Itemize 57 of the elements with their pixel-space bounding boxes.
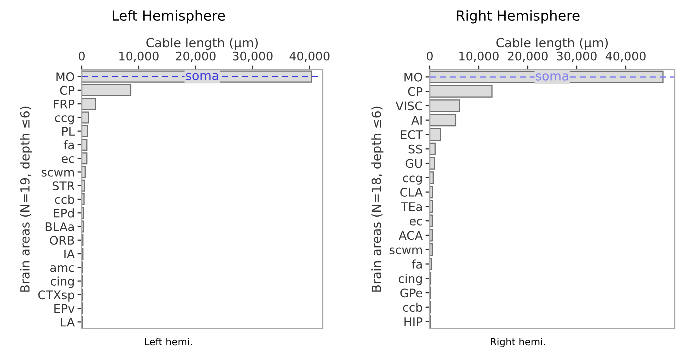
- y-tick-label: LA: [61, 318, 75, 327]
- text: Right hemi.: [491, 338, 546, 348]
- y-tick-label: VISC: [396, 102, 422, 111]
- y-tick-label: SS: [408, 144, 422, 154]
- x-tick-label: 0: [427, 52, 433, 61]
- y-tick-label: ccg: [55, 116, 74, 125]
- y-tick-label: ccb: [55, 195, 74, 204]
- x-axis-title: Cable length (μm): [496, 38, 608, 50]
- y-tick-label: MO: [404, 72, 422, 82]
- x-axis-title: Cable length (μm): [146, 38, 258, 50]
- y-tick-label: fa: [64, 140, 74, 150]
- ref-line-label: soma: [536, 74, 568, 81]
- y-tick-label: AI: [412, 116, 422, 125]
- x-tick-label: 20,000: [508, 52, 548, 62]
- x-tick-label: 10,000: [460, 52, 499, 62]
- y-tick-label: scwm: [390, 248, 422, 255]
- y-tick-label: EPv: [54, 304, 75, 314]
- y-tick-label: ec: [62, 156, 74, 164]
- y-tick-label: IA: [64, 250, 75, 259]
- y-tick-label: amc: [50, 266, 74, 272]
- y-tick-label: scwm: [42, 170, 74, 177]
- y-tick-label: FRP: [54, 100, 75, 109]
- y-tick-label: EPd: [54, 208, 74, 218]
- y-tick-label: HIP: [404, 318, 423, 326]
- x-tick-label: 30,000: [233, 52, 273, 62]
- y-tick-label: CP: [408, 87, 423, 96]
- x-tick-label: 20,000: [176, 52, 216, 62]
- y-tick-label: MO: [56, 72, 74, 82]
- y-tick-label: PL: [62, 127, 75, 136]
- y-tick-label: CP: [60, 86, 75, 96]
- y-tick-label: GPe: [400, 288, 422, 298]
- y-tick-label: ec: [410, 218, 422, 226]
- y-tick-label: TEa: [401, 202, 422, 212]
- y-tick-label: ORB: [50, 236, 74, 246]
- y-axis-title: Brain areas (N=19, depth ≤6): [20, 106, 32, 292]
- y-tick-label: ccb: [403, 302, 422, 312]
- x-tick-label: 40,000: [606, 52, 646, 62]
- y-tick-label: cing: [398, 274, 422, 286]
- y-tick-label: ECT: [401, 130, 424, 140]
- x-tick-label: 0: [79, 52, 85, 61]
- x-tick-label: 40,000: [290, 52, 330, 62]
- chart-title: Left Hemisphere: [112, 10, 226, 24]
- ref-line-label: soma: [186, 73, 218, 80]
- y-tick-label: BLAa: [46, 222, 74, 232]
- y-tick-label: STR: [52, 182, 75, 191]
- y-tick-label: CLA: [400, 188, 423, 197]
- y-tick-label: cing: [50, 276, 74, 288]
- y-tick-label: ACA: [398, 231, 423, 240]
- x-tick-label: 30,000: [557, 52, 597, 62]
- y-tick-label: GU: [406, 159, 422, 168]
- y-tick-label: CTXsp: [38, 290, 74, 302]
- text: Left hemi.: [145, 338, 192, 346]
- chart-title: Right Hemisphere: [457, 10, 580, 24]
- x-tick-label: 10,000: [120, 52, 159, 62]
- y-tick-label: fa: [412, 260, 422, 269]
- y-axis-title: Brain areas (N=18, depth ≤6): [372, 106, 384, 292]
- y-tick-label: ccg: [403, 176, 422, 185]
